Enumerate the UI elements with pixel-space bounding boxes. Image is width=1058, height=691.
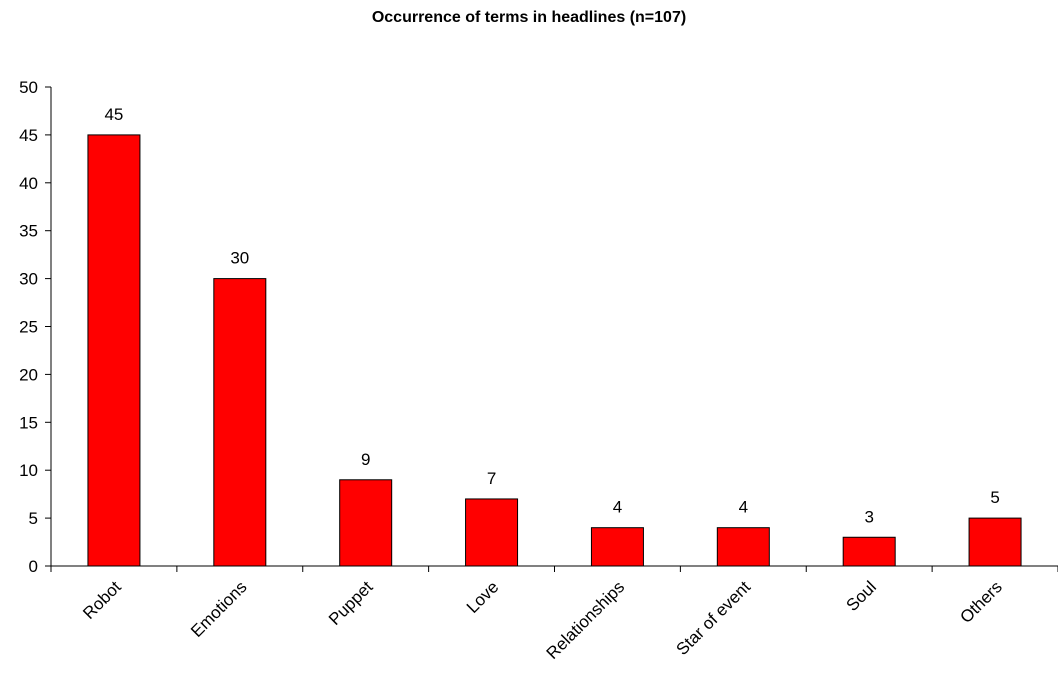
bar <box>968 517 1022 567</box>
bar <box>590 527 644 567</box>
bar <box>465 498 519 567</box>
y-tick-label: 5 <box>29 509 38 528</box>
category-label: Soul <box>843 577 880 614</box>
y-tick-label: 15 <box>19 413 38 432</box>
category-label: Star of event <box>673 577 755 659</box>
category-label: Robot <box>79 577 125 623</box>
category-label: Puppet <box>325 577 377 629</box>
data-labels: 45 30 9 7 4 4 3 5 <box>104 105 999 526</box>
data-label: 5 <box>990 488 999 507</box>
data-label: 9 <box>361 450 370 469</box>
data-label: 4 <box>739 498 748 517</box>
bar <box>339 479 393 567</box>
data-label: 7 <box>487 469 496 488</box>
data-label: 30 <box>230 249 249 268</box>
category-label: Relationships <box>543 577 629 663</box>
bar <box>842 536 896 567</box>
y-tick-label: 45 <box>19 126 38 145</box>
y-tick-label: 0 <box>29 557 38 576</box>
y-tick-label: 40 <box>19 174 38 193</box>
category-label: Emotions <box>187 577 251 641</box>
bar <box>716 527 770 567</box>
chart-title: Occurrence of terms in headlines (n=107) <box>372 9 686 26</box>
bars <box>87 134 1022 567</box>
category-label: Love <box>463 577 503 617</box>
y-tick-label: 25 <box>19 318 38 337</box>
y-tick-label: 30 <box>19 270 38 289</box>
bar <box>213 278 267 567</box>
bar <box>87 134 141 567</box>
data-label: 3 <box>864 507 873 526</box>
y-tick-label: 35 <box>19 222 38 241</box>
data-label: 4 <box>613 498 622 517</box>
y-tick-label: 10 <box>19 461 38 480</box>
y-tick-label: 20 <box>19 365 38 384</box>
data-label: 45 <box>104 105 123 124</box>
y-tick-label: 50 <box>19 78 38 97</box>
category-label: Others <box>956 577 1006 627</box>
